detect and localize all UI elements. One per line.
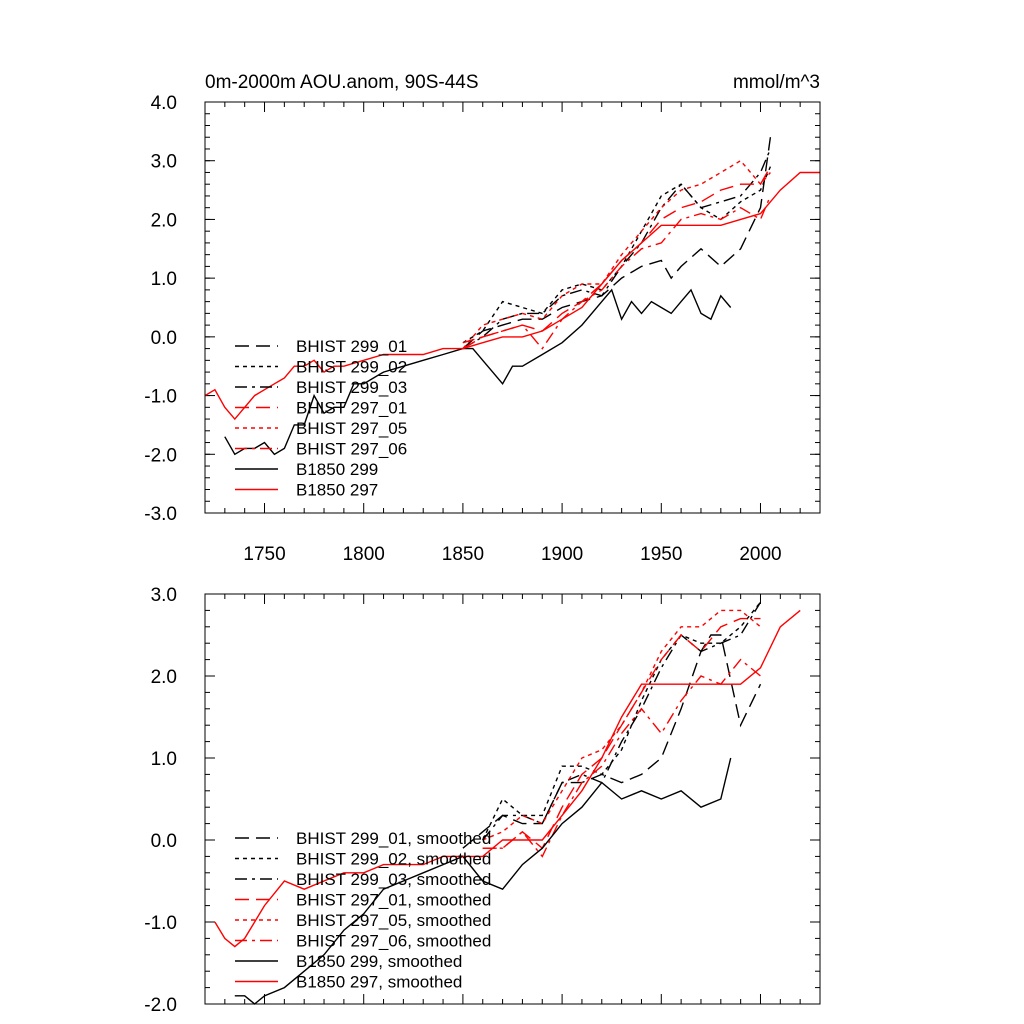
y-tick-label: -2.0 [144,995,177,1016]
series-line-3 [462,166,772,350]
bottom-y-tick-labels: 3.0 2.0 1.0 0.0 -1.0 -2.0 [144,585,177,1016]
legend-label: BHIST 297_06 [296,440,407,459]
x-tick-label: 1850 [442,544,484,565]
legend-label: BHIST 299_01, smoothed [296,829,491,848]
series-line-2 [462,148,772,350]
y-tick-label: 3.0 [151,152,177,173]
y-tick-label: -2.0 [144,445,177,466]
y-tick-label: 1.0 [151,269,177,290]
top-panel-title: 0m-2000m AOU.anom, 90S-44S [205,72,479,93]
y-tick-label: 1.0 [151,749,177,770]
series-line-1 [482,601,762,841]
y-tick-label: 2.0 [151,667,177,688]
top-axis-tick-marks [205,101,820,514]
x-tick-label: 1950 [640,544,682,565]
series-line-2 [482,601,762,841]
series-line-0 [462,137,772,350]
y-tick-label: -3.0 [144,504,177,525]
top-plot-frame [204,101,821,514]
legend-label: BHIST 297_06, smoothed [296,932,491,951]
legend-label: B1850 299 [296,460,378,479]
series-line-4 [462,159,771,350]
series-line-3 [482,617,761,850]
x-tick-label: 1750 [243,544,285,565]
x-tick-label: 2000 [739,544,781,565]
legend-label: BHIST 297_05, smoothed [296,911,491,930]
series-line-7 [214,609,801,948]
legend-label: B1850 299, smoothed [296,952,462,971]
bottom-plot-lines [214,601,801,1005]
legend-label: BHIST 299_02 [296,358,407,377]
y-tick-label: 3.0 [151,585,177,606]
bottom-plot-frame [204,593,821,1005]
bottom-legend: BHIST 299_01, smoothed BHIST 299_02, smoo… [235,829,491,992]
series-line-0 [462,634,762,849]
legend-label: B1850 297, smoothed [296,973,462,992]
y-tick-label: 0.0 [151,831,177,852]
y-tick-label: -1.0 [144,387,177,408]
series-line-5 [482,658,761,858]
legend-label: BHIST 299_03 [296,378,407,397]
series-line-1 [462,166,772,344]
legend-label: BHIST 299_01 [296,337,407,356]
top-x-tick-labels: 1750 1800 1850 1900 1950 2000 [243,544,781,565]
series-line-5 [462,195,772,350]
legend-label: BHIST 297_01 [296,399,407,418]
y-tick-label: -1.0 [144,913,177,934]
top-panel: 0m-2000m AOU.anom, 90S-44S mmol/m^3 1750… [144,72,821,565]
legend-label: B1850 297 [296,481,378,500]
y-tick-label: 0.0 [151,328,177,349]
series-line-6 [224,288,732,456]
series-line-7 [204,171,820,421]
top-y-tick-labels: 4.0 3.0 2.0 1.0 0.0 -1.0 -2.0 -3.0 [144,93,177,525]
series-line-6 [234,757,732,1005]
y-tick-label: 2.0 [151,210,177,231]
y-tick-label: 4.0 [151,93,177,114]
top-plot-lines [204,137,820,456]
x-tick-label: 1800 [343,544,385,565]
top-panel-units: mmol/m^3 [733,72,820,93]
legend-label: BHIST 297_05 [296,419,407,438]
legend-label: BHIST 297_01, smoothed [296,891,491,910]
legend-label: BHIST 299_03, smoothed [296,870,491,889]
x-tick-label: 1900 [541,544,583,565]
bottom-panel: 3.0 2.0 1.0 0.0 -1.0 -2.0 BHIST 299_01, smoot… [144,585,821,1016]
legend-label: BHIST 299_02, smoothed [296,850,491,869]
